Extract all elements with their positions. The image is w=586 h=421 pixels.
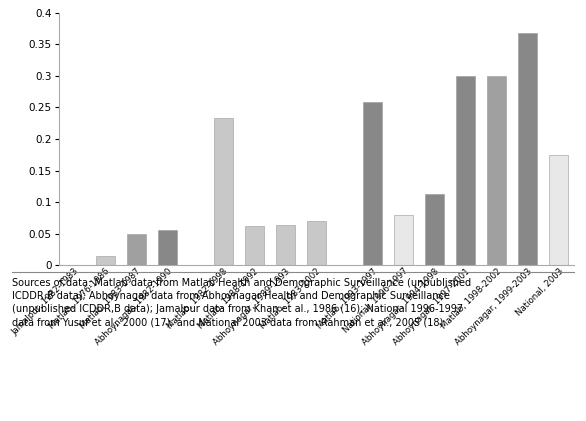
Bar [363, 102, 381, 265]
Bar [394, 215, 413, 265]
Bar [456, 76, 475, 265]
Bar [550, 155, 568, 265]
Text: Sources of data: Matlab data from Matlab Health and Demographic Surveillance (un: Sources of data: Matlab data from Matlab… [12, 278, 471, 328]
Bar [519, 33, 537, 265]
Bar [158, 231, 176, 265]
Bar [276, 225, 295, 265]
Bar [127, 234, 145, 265]
Bar [245, 226, 264, 265]
Bar [488, 76, 506, 265]
Bar [307, 221, 326, 265]
Bar [214, 118, 233, 265]
Bar [96, 256, 114, 265]
Bar [425, 194, 444, 265]
